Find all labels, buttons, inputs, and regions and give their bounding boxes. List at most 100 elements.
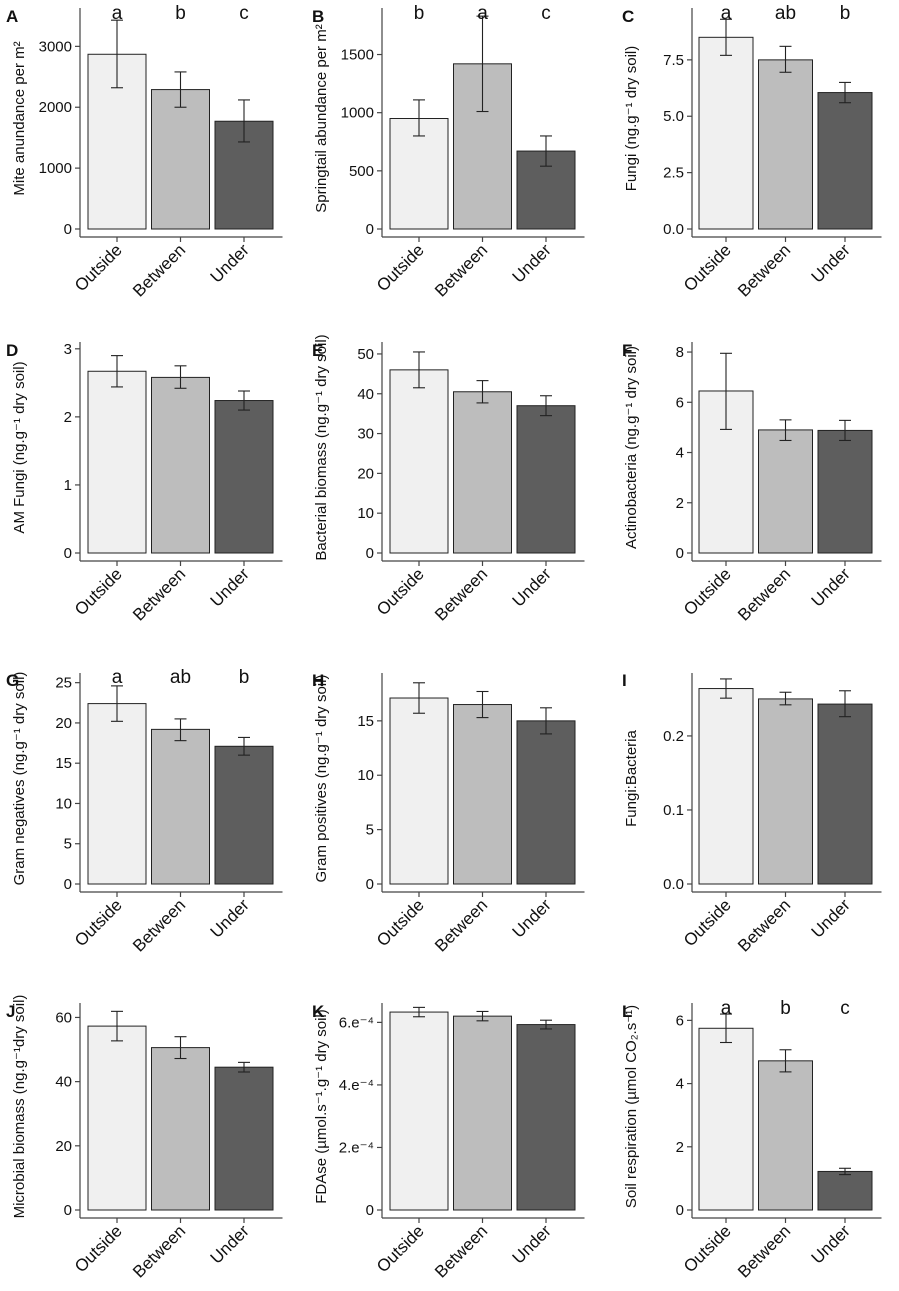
panel-letter: B (312, 7, 324, 26)
y-tick-label: 0 (64, 876, 72, 893)
error-bar-between (779, 45, 792, 73)
error-bar-under (540, 1019, 552, 1030)
panel-letter: K (312, 1002, 325, 1021)
x-tick-label-under: Under (808, 564, 854, 610)
y-tick-label: 0 (366, 1202, 374, 1219)
x-tick-label-outside: Outside (680, 564, 735, 619)
error-bar-under (540, 395, 552, 417)
x-tick-label-under: Under (509, 1221, 555, 1267)
y-tick-label: 1000 (39, 160, 72, 177)
panel-letter: E (312, 341, 323, 360)
bar-under (817, 703, 873, 885)
panel-k: K 0 2.e⁻⁴ 4.e⁻⁴ 6.e⁻⁴ Outside Between Under FDAs… (312, 1002, 585, 1282)
y-tick-label: 50 (357, 346, 374, 363)
error-bar-outside (111, 355, 123, 388)
y-tick-label: 4.e⁻⁴ (339, 1077, 374, 1094)
x-tick-label-outside: Outside (71, 240, 126, 295)
x-tick-label-under: Under (207, 895, 253, 941)
y-axis-label: Bacterial biomass (ng.g⁻¹ dry soil) (313, 334, 330, 560)
y-tick-label: 25 (55, 675, 72, 692)
y-tick-label: 0 (366, 221, 374, 238)
y-tick-label: 4 (676, 1076, 684, 1093)
y-tick-label: 10 (357, 505, 374, 522)
y-tick-label: 5 (366, 822, 374, 839)
panel-e: E 0 10 20 30 40 50 Outside Between Under Bacterial… (312, 334, 585, 625)
bar-between (758, 1060, 813, 1211)
y-tick-label: 0.0 (663, 221, 684, 238)
significance-letter: b (175, 3, 186, 24)
y-tick-label: 1000 (341, 105, 374, 122)
error-bar-between (174, 718, 187, 742)
error-bar-between (476, 690, 489, 719)
error-bar-under (839, 81, 851, 104)
y-tick-label: 0 (366, 545, 374, 562)
panel-letter: F (622, 341, 632, 360)
error-bar-outside (413, 99, 425, 137)
error-bar-between (476, 380, 489, 404)
panel-b: B 0 500 1000 1500 Outside Between Under Springta… (312, 3, 585, 301)
y-tick-label: 3 (64, 341, 72, 358)
panel-a: A 0 1000 2000 3000 Outside Between Under Mite an… (6, 3, 283, 301)
y-tick-label: 6.e⁻⁴ (339, 1014, 374, 1031)
error-bar-between (174, 365, 187, 389)
significance-letter: ab (170, 667, 191, 688)
panel-letter: L (622, 1002, 632, 1021)
significance-letter: b (780, 998, 791, 1019)
y-tick-label: 0 (366, 876, 374, 893)
significance-letter: c (541, 3, 551, 24)
y-tick-label: 0 (64, 221, 72, 238)
bar-under (516, 1024, 576, 1211)
significance-letter: c (840, 998, 850, 1019)
x-tick-label-between: Between (431, 240, 491, 300)
bar-under (214, 1066, 274, 1211)
error-bar-under (238, 1061, 250, 1073)
y-tick-label: 0 (64, 1202, 72, 1219)
panel-j: J 0 20 40 60 Outside Between Under Microbial bio… (6, 995, 283, 1282)
y-tick-label: 10 (55, 795, 72, 812)
bar-under (214, 400, 274, 554)
bar-between (453, 391, 512, 554)
x-tick-label-between: Between (431, 1221, 491, 1281)
error-bar-outside (720, 1013, 732, 1044)
x-tick-label-between: Between (129, 1221, 189, 1281)
y-axis-label: Springtail abundance per m² (313, 24, 330, 212)
error-bar-between (779, 419, 792, 442)
bar-under (817, 1170, 873, 1211)
panel-i: I 0.0 0.1 0.2 Outside Between Under Fungi:Bacte… (622, 671, 882, 956)
error-bar-under (238, 736, 250, 756)
bar-between (151, 1047, 210, 1211)
y-tick-label: 2000 (39, 99, 72, 116)
error-bar-between (476, 15, 489, 113)
x-tick-label-between: Between (734, 240, 794, 300)
x-tick-label-under: Under (509, 564, 555, 610)
error-bar-under (540, 707, 552, 735)
x-tick-label-between: Between (129, 564, 189, 624)
y-tick-label: 1 (64, 477, 72, 494)
y-axis-label: Gram negatives (ng.g⁻¹ dry soil) (11, 672, 28, 886)
x-tick-label-outside: Outside (71, 1221, 126, 1276)
y-tick-label: 0.1 (663, 802, 684, 819)
y-tick-label: 0 (64, 545, 72, 562)
panel-c: C 0.0 2.5 5.0 7.5 Outside Between Under Fungi (n… (622, 3, 882, 301)
x-tick-label-between: Between (431, 895, 491, 955)
x-tick-label-under: Under (808, 1221, 854, 1267)
x-tick-label-outside: Outside (71, 895, 126, 950)
panel-h: H 0 5 10 15 Outside Between Under Gram positives… (312, 671, 585, 956)
y-axis-label: Fungi (ng.g⁻¹ dry soil) (623, 46, 640, 191)
bar-between (758, 698, 813, 885)
y-tick-label: 2 (676, 495, 684, 512)
bar-outside (389, 369, 449, 554)
panel-d: D 0 1 2 3 Outside Between Under AM Fungi (ng.g⁻¹… (6, 341, 283, 625)
error-bar-outside (720, 678, 732, 699)
significance-letter: a (721, 3, 732, 24)
x-tick-label-under: Under (808, 240, 854, 286)
panel-letter: I (622, 671, 627, 690)
x-tick-label-outside: Outside (373, 895, 428, 950)
x-tick-label-under: Under (509, 895, 555, 941)
significance-letter: a (112, 3, 123, 24)
significance-letter: b (239, 667, 250, 688)
x-tick-label-under: Under (808, 895, 854, 941)
error-bar-outside (413, 682, 425, 714)
significance-letter: a (112, 667, 123, 688)
